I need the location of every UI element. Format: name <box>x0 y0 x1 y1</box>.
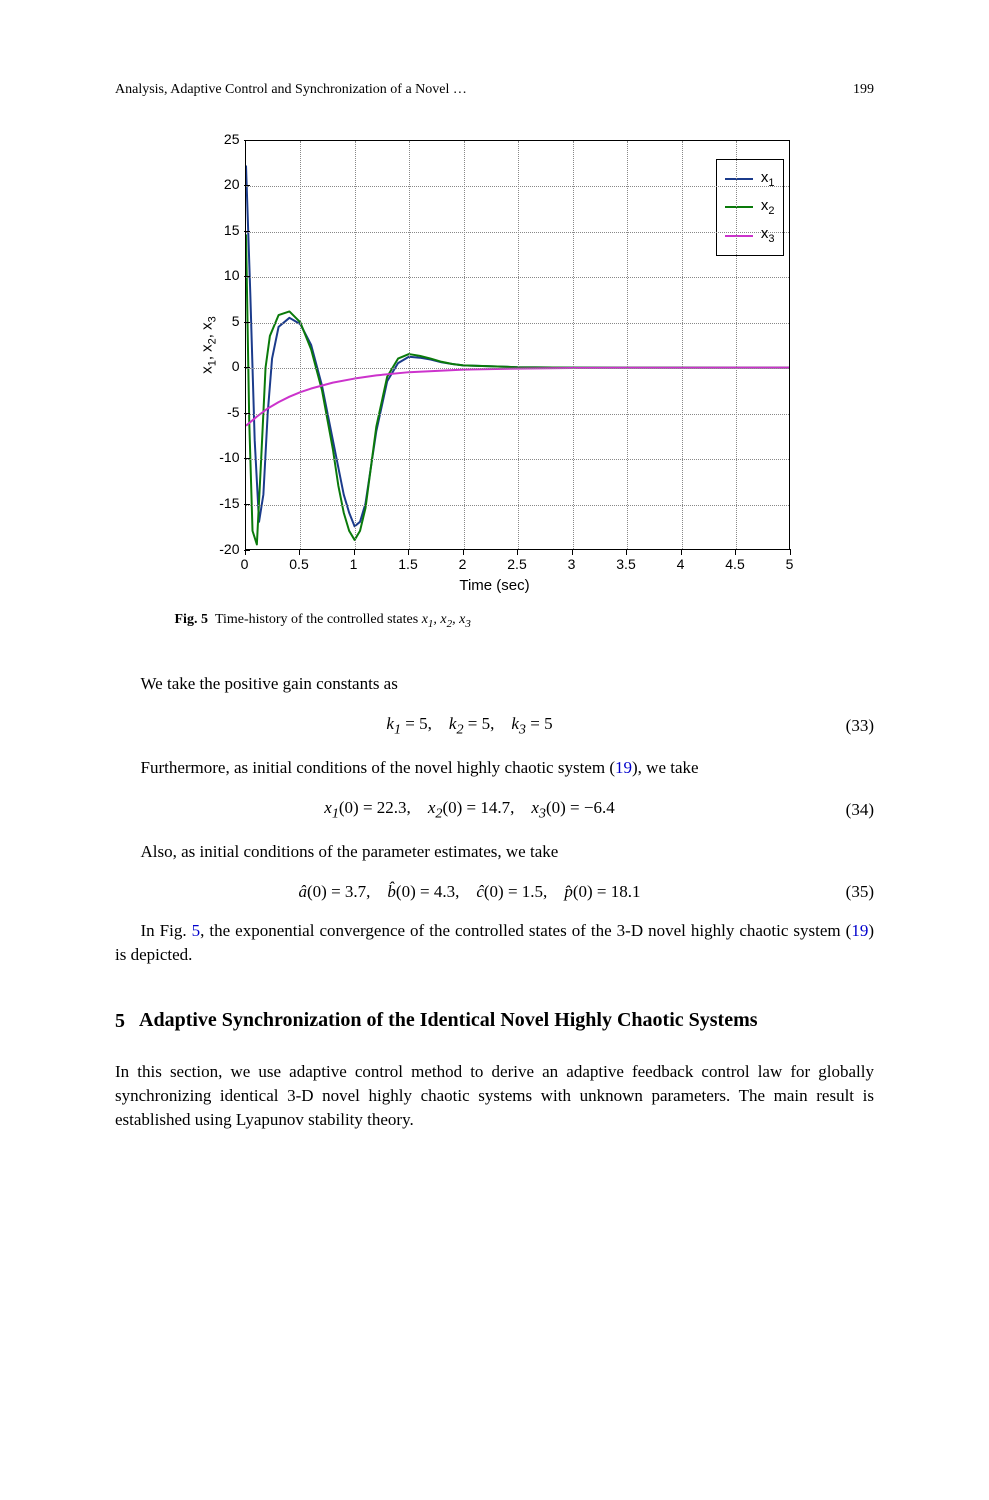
x-tick-label: 1 <box>350 555 358 575</box>
y-tick-label: 10 <box>210 266 240 286</box>
page-number: 199 <box>853 80 874 100</box>
y-tick-label: 25 <box>210 130 240 150</box>
equation-35: â(0) = 3.7, b̂(0) = 4.3, ĉ(0) = 1.5, p̂(… <box>115 880 874 904</box>
x-tick-label: 3 <box>568 555 576 575</box>
grid-line <box>464 141 465 549</box>
legend-item-x1: x1 <box>725 165 775 193</box>
grid-line <box>518 141 519 549</box>
grid-line <box>246 368 789 369</box>
running-header: Analysis, Adaptive Control and Synchroni… <box>115 80 874 100</box>
ref-link-fig5[interactable]: 5 <box>192 921 201 940</box>
ref-link-19[interactable]: 19 <box>615 758 632 777</box>
plot-area: x1x2x3 <box>245 140 790 550</box>
legend: x1x2x3 <box>716 159 784 256</box>
series-x1 <box>246 165 789 526</box>
y-tick-label: -20 <box>210 540 240 560</box>
ref-link-19b[interactable]: 19 <box>851 921 868 940</box>
y-tick-label: 20 <box>210 175 240 195</box>
paragraph: Also, as initial conditions of the param… <box>115 840 874 864</box>
legend-item-x2: x2 <box>725 193 775 221</box>
chart-canvas: x1x2x3 x1, x2, x3 Time (sec) -20-15-10-5… <box>175 130 815 600</box>
chart-svg <box>246 141 789 549</box>
paragraph: Furthermore, as initial conditions of th… <box>115 756 874 780</box>
grid-line <box>246 414 789 415</box>
grid-line <box>355 141 356 549</box>
y-tick-label: 5 <box>210 312 240 332</box>
section-5-heading: 5 Adaptive Synchronization of the Identi… <box>115 1007 874 1035</box>
equation-33: k1 = 5, k2 = 5, k3 = 5 (33) <box>115 712 874 740</box>
x-tick-label: 4 <box>677 555 685 575</box>
x-tick-label: 2 <box>459 555 467 575</box>
grid-line <box>300 141 301 549</box>
x-tick-label: 5 <box>786 555 794 575</box>
equation-content: x1(0) = 22.3, x2(0) = 14.7, x3(0) = −6.4 <box>115 796 824 824</box>
equation-number: (33) <box>824 714 874 738</box>
y-tick-label: 15 <box>210 221 240 241</box>
x-tick-label: 0 <box>241 555 249 575</box>
running-head-text: Analysis, Adaptive Control and Synchroni… <box>115 80 467 100</box>
paragraph: In this section, we use adaptive control… <box>115 1060 874 1131</box>
grid-line <box>246 186 789 187</box>
series-x2 <box>246 234 789 544</box>
x-tick-label: 3.5 <box>616 555 635 575</box>
y-tick-label: -10 <box>210 449 240 469</box>
grid-line <box>246 277 789 278</box>
grid-line <box>246 459 789 460</box>
equation-content: â(0) = 3.7, b̂(0) = 4.3, ĉ(0) = 1.5, p̂(… <box>115 880 824 904</box>
figure-5: x1x2x3 x1, x2, x3 Time (sec) -20-15-10-5… <box>175 130 815 632</box>
figure-caption: Fig. 5 Time-history of the controlled st… <box>175 610 815 632</box>
equation-number: (35) <box>824 880 874 904</box>
x-axis-label: Time (sec) <box>459 575 529 596</box>
legend-item-x3: x3 <box>725 221 775 249</box>
y-tick-label: -5 <box>210 403 240 423</box>
section-number: 5 <box>115 1007 125 1035</box>
grid-line <box>736 141 737 549</box>
y-tick-label: -15 <box>210 494 240 514</box>
x-tick-label: 0.5 <box>289 555 308 575</box>
grid-line <box>246 232 789 233</box>
grid-line <box>409 141 410 549</box>
equation-number: (34) <box>824 798 874 822</box>
section-title: Adaptive Synchronization of the Identica… <box>139 1007 758 1035</box>
x-tick-label: 2.5 <box>507 555 526 575</box>
grid-line <box>246 323 789 324</box>
grid-line <box>246 505 789 506</box>
equation-content: k1 = 5, k2 = 5, k3 = 5 <box>115 712 824 740</box>
y-tick-label: 0 <box>210 358 240 378</box>
paragraph: In Fig. 5, the exponential convergence o… <box>115 919 874 967</box>
x-tick-label: 1.5 <box>398 555 417 575</box>
equation-34: x1(0) = 22.3, x2(0) = 14.7, x3(0) = −6.4… <box>115 796 874 824</box>
grid-line <box>682 141 683 549</box>
grid-line <box>627 141 628 549</box>
paragraph: We take the positive gain constants as <box>115 672 874 696</box>
x-tick-label: 4.5 <box>725 555 744 575</box>
grid-line <box>573 141 574 549</box>
